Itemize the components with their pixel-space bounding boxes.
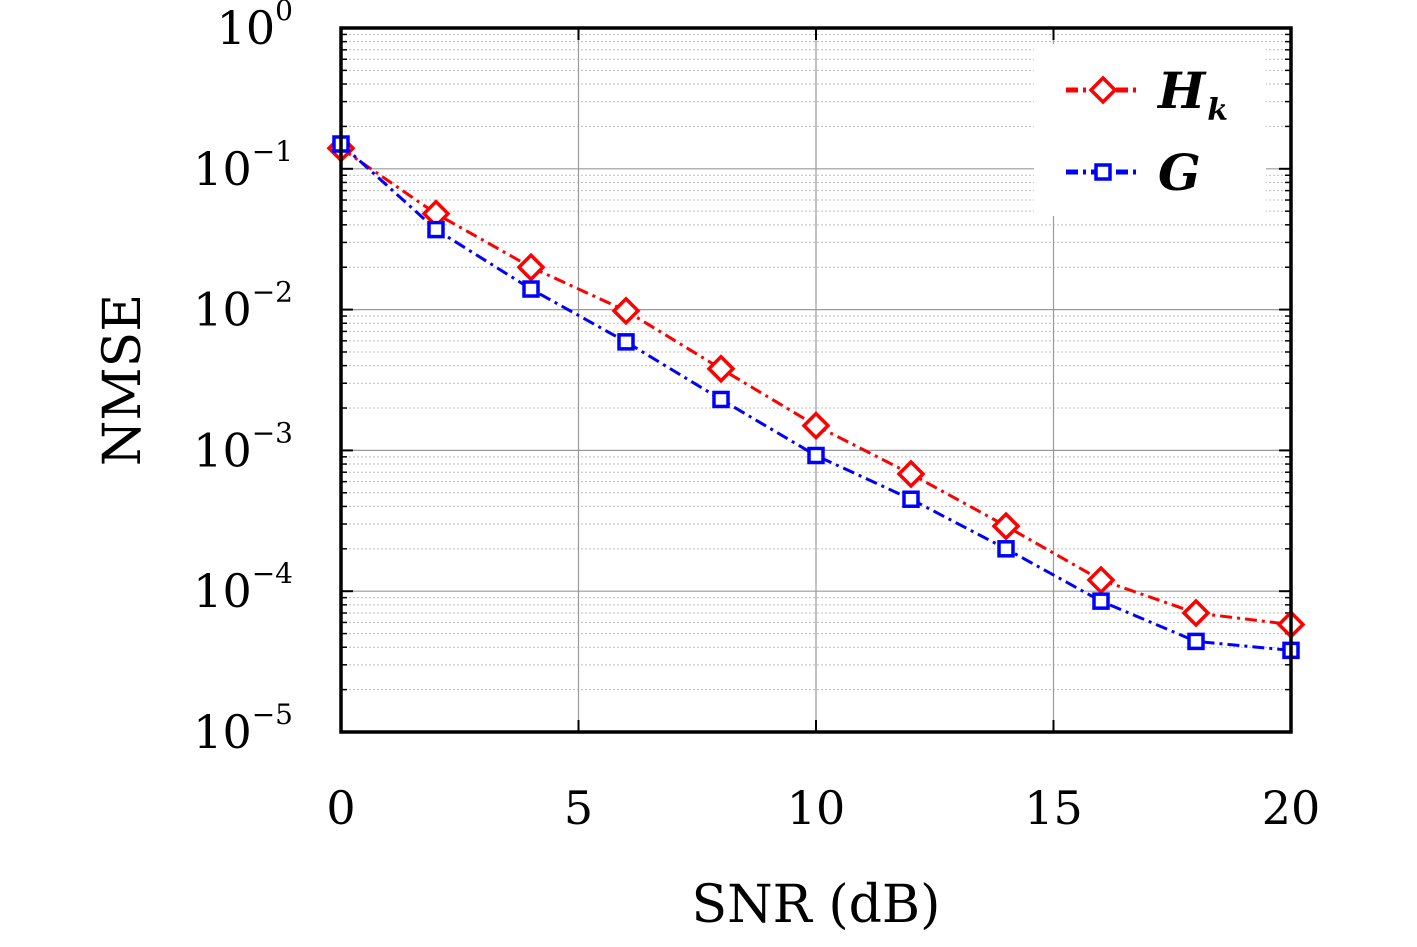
- y-tick-label: 100: [217, 0, 293, 55]
- legend-label: G: [1158, 143, 1201, 202]
- data-point-square: [1094, 163, 1112, 181]
- plot-frame: [339, 26, 1293, 734]
- legend-box: [1034, 44, 1266, 216]
- tick-labels: 0 5 10 15 20 100 10−1 10−2 10−3 10−4 10−5: [193, 0, 1320, 835]
- data-point-square: [1092, 592, 1110, 610]
- series-line: [339, 142, 1292, 652]
- data-point-diamond: [516, 252, 546, 282]
- data-point-square: [902, 490, 920, 508]
- x-tick-label: 10: [787, 781, 846, 835]
- x-tick-label: 5: [564, 781, 593, 835]
- data-point-square: [522, 280, 540, 298]
- data-point-diamond: [1088, 75, 1118, 105]
- data-point-diamond: [801, 411, 831, 441]
- legend-entry: Hk: [1066, 61, 1228, 128]
- y-tick-label: 10−3: [193, 416, 293, 477]
- y-tick-label: 10−1: [193, 135, 293, 196]
- data-point-square: [427, 220, 445, 239]
- legend: Hk G: [1034, 44, 1266, 216]
- data-point-square: [712, 390, 730, 409]
- x-tick-label: 0: [326, 781, 355, 835]
- data-point-diamond: [1181, 598, 1211, 628]
- y-tick-label: 10−4: [193, 557, 293, 618]
- data-point-square: [997, 540, 1015, 558]
- data-point-diamond: [611, 296, 641, 326]
- data-point-square: [807, 446, 825, 465]
- data-point-diamond: [991, 511, 1021, 541]
- y-tick-label: 10−2: [193, 276, 293, 337]
- x-tick-label: 15: [1024, 781, 1083, 835]
- data-point-diamond: [1086, 565, 1116, 595]
- data-point-square: [617, 333, 635, 351]
- data-point-square: [1187, 632, 1205, 651]
- legend-entry: G: [1066, 143, 1201, 202]
- x-tick-label: 20: [1262, 781, 1321, 835]
- x-axis-title: SNR (dB): [692, 875, 941, 935]
- data-point-diamond: [896, 459, 926, 489]
- y-tick-label: 10−5: [193, 698, 293, 759]
- legend-label: Hk: [1156, 61, 1228, 128]
- y-axis-title: NMSE: [93, 294, 153, 466]
- data-point-diamond: [706, 354, 736, 384]
